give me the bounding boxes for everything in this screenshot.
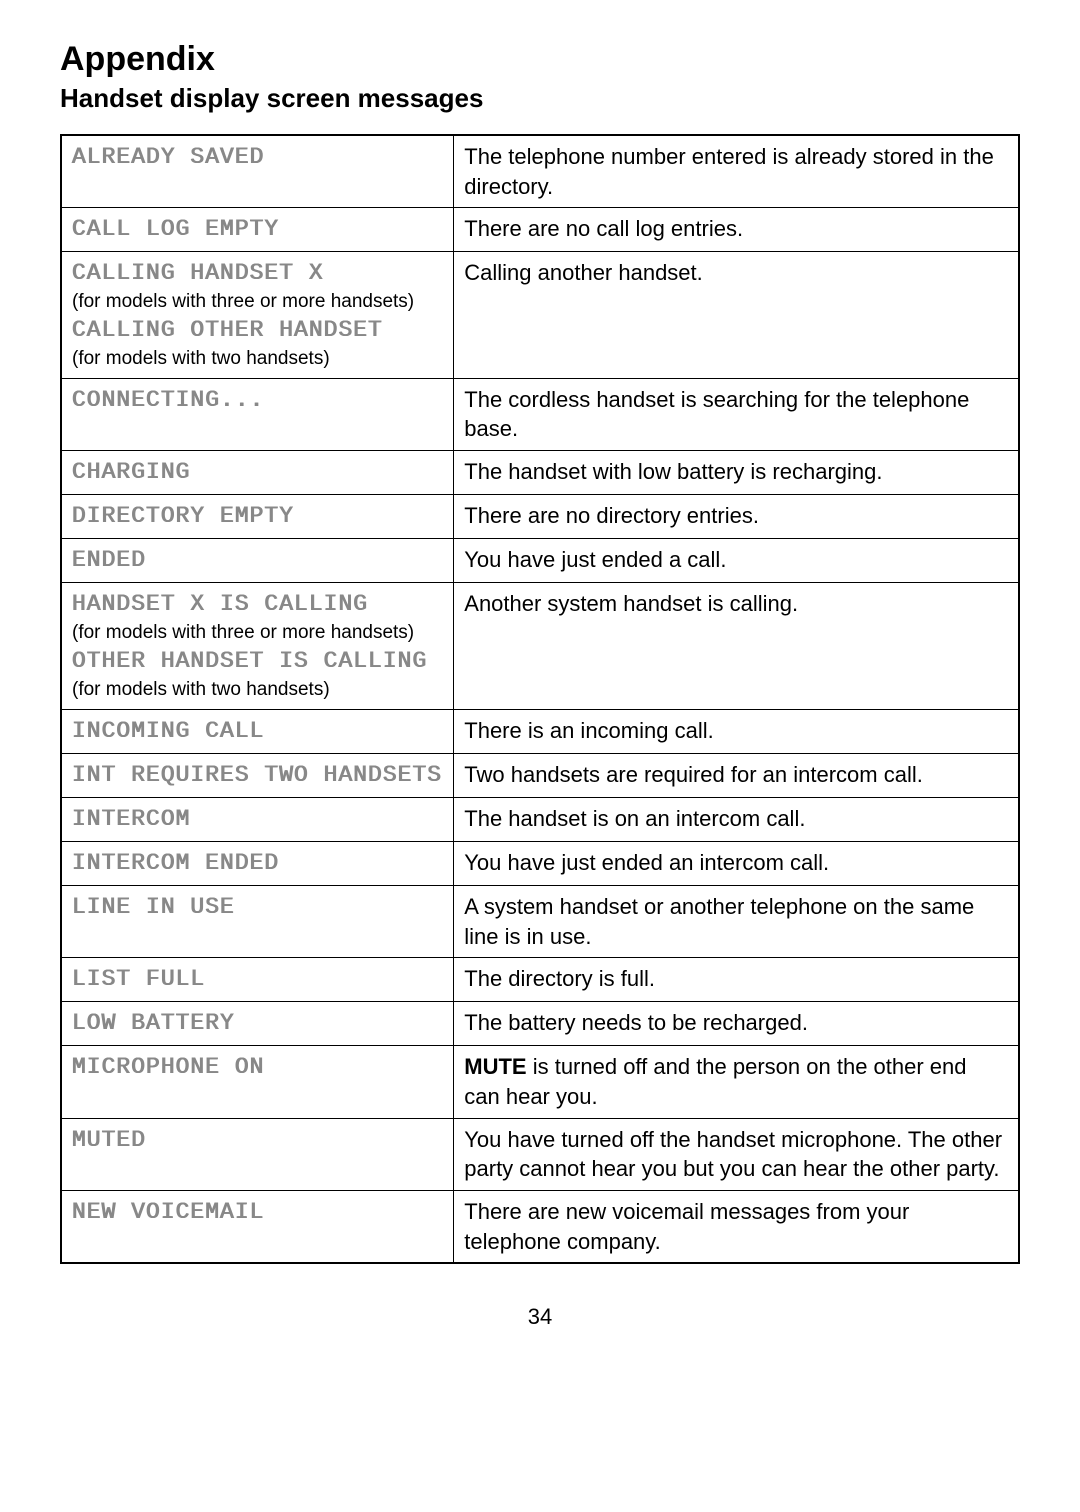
message-note: (for models with two handsets): [72, 346, 443, 372]
message-cell: MUTED: [61, 1118, 454, 1190]
lcd-message: CALL LOG EMPTY: [72, 214, 443, 245]
message-cell: CONNECTING...: [61, 378, 454, 450]
lcd-message: LIST FULL: [72, 964, 443, 995]
description-text: MUTE: [464, 1054, 526, 1079]
lcd-message: OTHER HANDSET IS CALLING: [72, 646, 443, 677]
table-row: ENDED You have just ended a call.: [61, 539, 1019, 583]
message-cell: DIRECTORY EMPTY: [61, 495, 454, 539]
table-row: ALREADY SAVED The telephone number entere…: [61, 135, 1019, 208]
description-cell: The handset with low battery is rechargi…: [454, 451, 1019, 495]
table-row: CALLING HANDSET X(for models with three …: [61, 252, 1019, 378]
message-cell: MICROPHONE ON: [61, 1046, 454, 1118]
description-cell: The telephone number entered is already …: [454, 135, 1019, 208]
description-cell: MUTE is turned off and the person on the…: [454, 1046, 1019, 1118]
lcd-message: LINE IN USE: [72, 892, 443, 923]
table-row: LIST FULL The directory is full.: [61, 958, 1019, 1002]
description-cell: You have turned off the handset micropho…: [454, 1118, 1019, 1190]
description-cell: There are new voicemail messages from yo…: [454, 1191, 1019, 1264]
message-cell: HANDSET X IS CALLING(for models with thr…: [61, 583, 454, 709]
lcd-message: INTERCOM: [72, 804, 443, 835]
message-cell: ALREADY SAVED: [61, 135, 454, 208]
table-row: INT REQUIRES TWO HANDSETS Two handsets ar…: [61, 753, 1019, 797]
message-cell: INTERCOM: [61, 797, 454, 841]
table-row: HANDSET X IS CALLING(for models with thr…: [61, 583, 1019, 709]
description-cell: The battery needs to be recharged.: [454, 1002, 1019, 1046]
table-row: LOW BATTERY The battery needs to be recha…: [61, 1002, 1019, 1046]
lcd-message: CONNECTING...: [72, 385, 443, 416]
page-subtitle: Handset display screen messages: [60, 83, 1020, 114]
lcd-message: CALLING OTHER HANDSET: [72, 315, 443, 346]
message-cell: LINE IN USE: [61, 885, 454, 957]
page-number: 34: [60, 1304, 1020, 1330]
lcd-message: INCOMING CALL: [72, 716, 443, 747]
description-cell: There is an incoming call.: [454, 709, 1019, 753]
message-cell: ENDED: [61, 539, 454, 583]
description-cell: You have just ended an intercom call.: [454, 841, 1019, 885]
table-row: DIRECTORY EMPTY There are no directory en…: [61, 495, 1019, 539]
description-text: is turned off and the person on the othe…: [464, 1054, 966, 1109]
description-cell: There are no directory entries.: [454, 495, 1019, 539]
message-cell: CHARGING: [61, 451, 454, 495]
message-cell: NEW VOICEMAIL: [61, 1191, 454, 1264]
table-row: LINE IN USE A system handset or another t…: [61, 885, 1019, 957]
table-row: CONNECTING... The cordless handset is sea…: [61, 378, 1019, 450]
lcd-message: INT REQUIRES TWO HANDSETS: [72, 760, 443, 791]
lcd-message: MICROPHONE ON: [72, 1052, 443, 1083]
table-row: CHARGING The handset with low battery is …: [61, 451, 1019, 495]
description-cell: Two handsets are required for an interco…: [454, 753, 1019, 797]
message-note: (for models with two handsets): [72, 677, 443, 703]
lcd-message: DIRECTORY EMPTY: [72, 501, 443, 532]
message-cell: LIST FULL: [61, 958, 454, 1002]
message-cell: CALLING HANDSET X(for models with three …: [61, 252, 454, 378]
description-cell: You have just ended a call.: [454, 539, 1019, 583]
description-cell: Calling another handset.: [454, 252, 1019, 378]
description-cell: The handset is on an intercom call.: [454, 797, 1019, 841]
table-row: INTERCOM ENDED You have just ended an int…: [61, 841, 1019, 885]
lcd-message: ALREADY SAVED: [72, 142, 443, 173]
message-cell: INT REQUIRES TWO HANDSETS: [61, 753, 454, 797]
lcd-message: HANDSET X IS CALLING: [72, 589, 443, 620]
lcd-message: LOW BATTERY: [72, 1008, 443, 1039]
table-row: MICROPHONE ON MUTE is turned off and the …: [61, 1046, 1019, 1118]
description-cell: The directory is full.: [454, 958, 1019, 1002]
message-cell: INCOMING CALL: [61, 709, 454, 753]
description-cell: A system handset or another telephone on…: [454, 885, 1019, 957]
lcd-message: MUTED: [72, 1125, 443, 1156]
page-title: Appendix: [60, 40, 1020, 79]
message-note: (for models with three or more handsets): [72, 289, 443, 315]
message-cell: LOW BATTERY: [61, 1002, 454, 1046]
table-row: NEW VOICEMAIL There are new voicemail mes…: [61, 1191, 1019, 1264]
lcd-message: CALLING HANDSET X: [72, 258, 443, 289]
table-row: INTERCOM The handset is on an intercom ca…: [61, 797, 1019, 841]
table-row: MUTED You have turned off the handset mic…: [61, 1118, 1019, 1190]
messages-table: ALREADY SAVED The telephone number entere…: [60, 134, 1020, 1264]
message-cell: INTERCOM ENDED: [61, 841, 454, 885]
lcd-message: ENDED: [72, 545, 443, 576]
message-cell: CALL LOG EMPTY: [61, 208, 454, 252]
description-cell: Another system handset is calling.: [454, 583, 1019, 709]
message-note: (for models with three or more handsets): [72, 620, 443, 646]
description-cell: There are no call log entries.: [454, 208, 1019, 252]
lcd-message: INTERCOM ENDED: [72, 848, 443, 879]
table-row: INCOMING CALL There is an incoming call.: [61, 709, 1019, 753]
description-cell: The cordless handset is searching for th…: [454, 378, 1019, 450]
table-row: CALL LOG EMPTY There are no call log entr…: [61, 208, 1019, 252]
lcd-message: CHARGING: [72, 457, 443, 488]
lcd-message: NEW VOICEMAIL: [72, 1197, 443, 1228]
